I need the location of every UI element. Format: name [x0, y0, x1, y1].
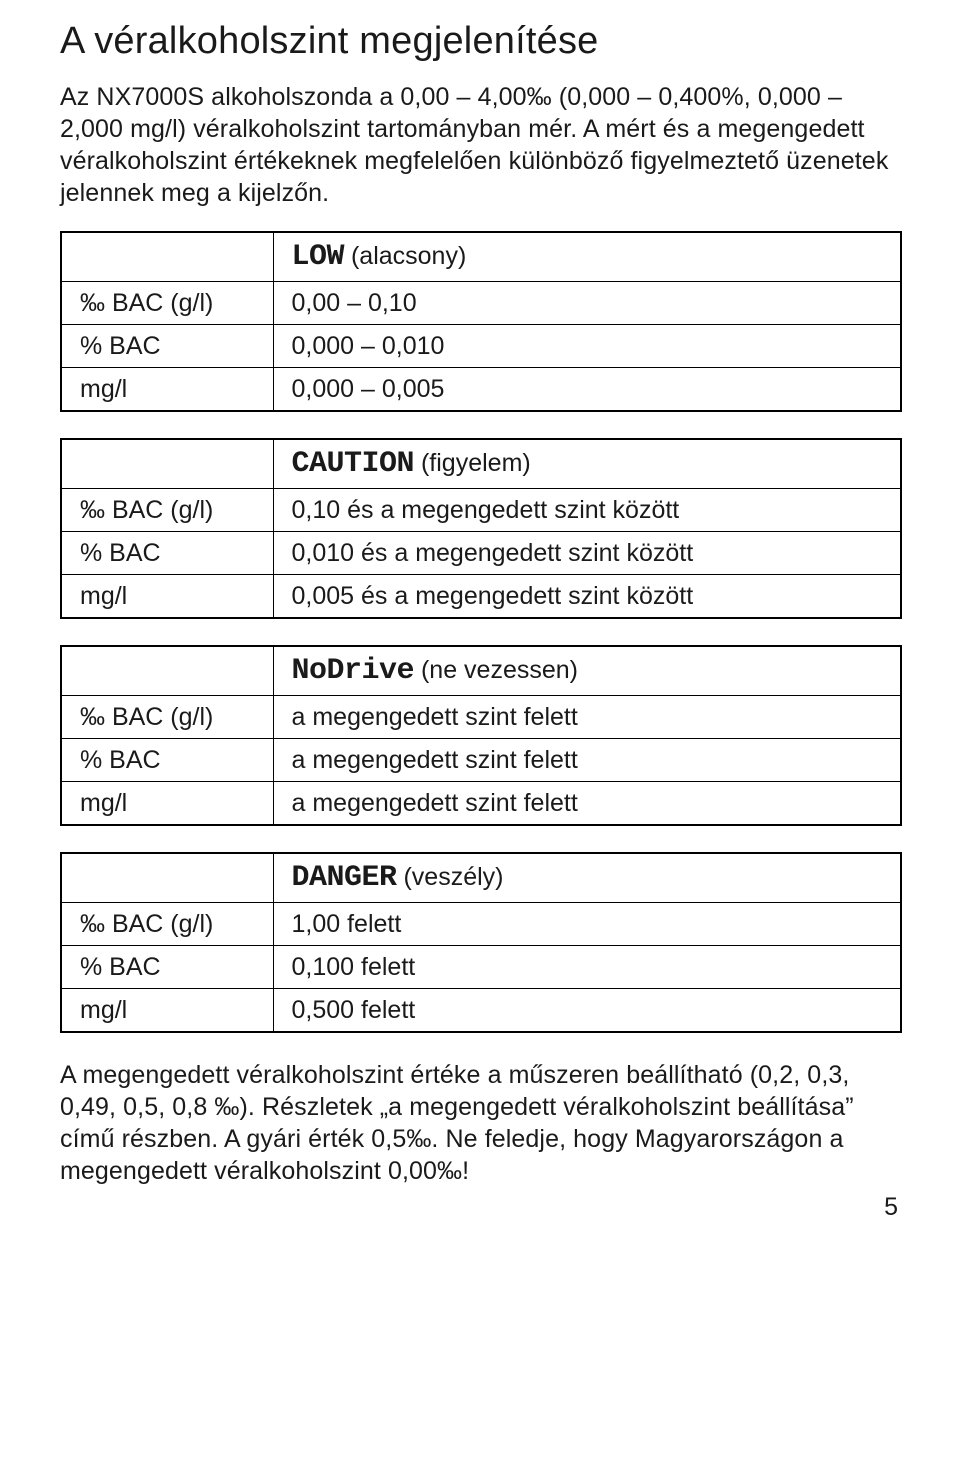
row-value: 0,10 és a megengedett szint között	[273, 489, 901, 532]
keyword-danger: DANGER	[292, 861, 397, 895]
row-value: 0,005 és a megengedett szint között	[273, 575, 901, 619]
intro-paragraph: Az NX7000S alkoholszonda a 0,00 – 4,00‰ …	[60, 81, 902, 209]
table-row: ‰ BAC (g/l) 1,00 felett	[61, 903, 901, 946]
row-label: mg/l	[61, 575, 273, 619]
row-label: % BAC	[61, 532, 273, 575]
row-label: mg/l	[61, 989, 273, 1033]
row-label: % BAC	[61, 325, 273, 368]
row-value: 1,00 felett	[273, 903, 901, 946]
table-danger: DANGER (veszély) ‰ BAC (g/l) 1,00 felett…	[60, 852, 902, 1033]
table-row: ‰ BAC (g/l) 0,00 – 0,10	[61, 282, 901, 325]
keyword-nodrive-paren: (ne vezessen)	[414, 656, 578, 684]
row-value: a megengedett szint felett	[273, 696, 901, 739]
row-value: 0,000 – 0,005	[273, 368, 901, 412]
row-label: mg/l	[61, 782, 273, 826]
row-value: 0,500 felett	[273, 989, 901, 1033]
row-value: a megengedett szint felett	[273, 782, 901, 826]
table-nodrive: NoDrive (ne vezessen) ‰ BAC (g/l) a mege…	[60, 645, 902, 826]
table-header: CAUTION (figyelem)	[273, 439, 901, 489]
row-value: 0,00 – 0,10	[273, 282, 901, 325]
row-value: 0,010 és a megengedett szint között	[273, 532, 901, 575]
keyword-caution: CAUTION	[292, 447, 415, 481]
table-row: mg/l 0,005 és a megengedett szint között	[61, 575, 901, 619]
keyword-caution-paren: (figyelem)	[414, 449, 531, 477]
table-header-empty	[61, 439, 273, 489]
row-label: % BAC	[61, 946, 273, 989]
table-row: ‰ BAC (g/l) 0,10 és a megengedett szint …	[61, 489, 901, 532]
row-label: mg/l	[61, 368, 273, 412]
row-value: 0,000 – 0,010	[273, 325, 901, 368]
row-value: a megengedett szint felett	[273, 739, 901, 782]
table-header-empty	[61, 232, 273, 282]
table-header: NoDrive (ne vezessen)	[273, 646, 901, 696]
table-row: mg/l a megengedett szint felett	[61, 782, 901, 826]
row-label: % BAC	[61, 739, 273, 782]
table-header-empty	[61, 646, 273, 696]
keyword-low: LOW	[292, 240, 345, 274]
row-label: ‰ BAC (g/l)	[61, 696, 273, 739]
table-row: mg/l 0,000 – 0,005	[61, 368, 901, 412]
keyword-danger-paren: (veszély)	[397, 863, 504, 891]
row-label: ‰ BAC (g/l)	[61, 489, 273, 532]
table-row: % BAC a megengedett szint felett	[61, 739, 901, 782]
page-title: A véralkoholszint megjelenítése	[60, 20, 902, 63]
table-header-empty	[61, 853, 273, 903]
table-row: ‰ BAC (g/l) a megengedett szint felett	[61, 696, 901, 739]
keyword-nodrive: NoDrive	[292, 654, 415, 688]
page-number: 5	[60, 1193, 902, 1222]
table-row: % BAC 0,100 felett	[61, 946, 901, 989]
row-value: 0,100 felett	[273, 946, 901, 989]
keyword-low-paren: (alacsony)	[344, 242, 466, 270]
table-row: % BAC 0,000 – 0,010	[61, 325, 901, 368]
table-low: LOW (alacsony) ‰ BAC (g/l) 0,00 – 0,10 %…	[60, 231, 902, 412]
document-page: A véralkoholszint megjelenítése Az NX700…	[0, 0, 960, 1242]
outro-paragraph: A megengedett véralkoholszint értéke a m…	[60, 1059, 902, 1187]
table-row: mg/l 0,500 felett	[61, 989, 901, 1033]
table-row: % BAC 0,010 és a megengedett szint közöt…	[61, 532, 901, 575]
table-header: LOW (alacsony)	[273, 232, 901, 282]
table-header: DANGER (veszély)	[273, 853, 901, 903]
row-label: ‰ BAC (g/l)	[61, 903, 273, 946]
table-caution: CAUTION (figyelem) ‰ BAC (g/l) 0,10 és a…	[60, 438, 902, 619]
row-label: ‰ BAC (g/l)	[61, 282, 273, 325]
